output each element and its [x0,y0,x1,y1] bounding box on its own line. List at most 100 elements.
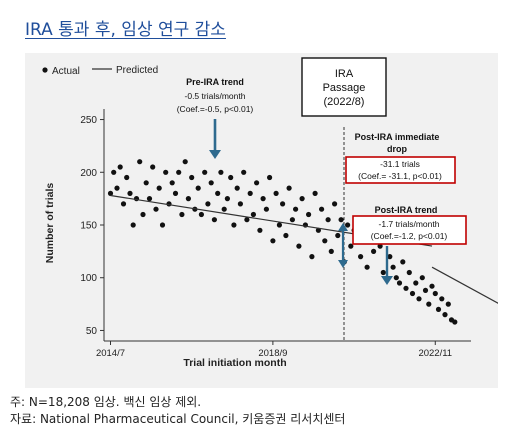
actual-point [150,164,156,170]
actual-point [280,201,286,207]
page-title: IRA 통과 후, 임상 연구 감소 [25,20,226,40]
actual-point [377,243,383,249]
actual-point [328,248,334,254]
ira-passage-frame [301,57,387,117]
actual-point [176,169,182,175]
actual-point [432,290,438,297]
ira-passage-box: IRA Passage (2022/8) [301,57,387,117]
actual-point [312,190,318,196]
actual-point [452,319,458,325]
post-ira-drop-annotation: Post-IRA immediate drop -31.1 trials (Co… [338,132,456,268]
actual-point [358,254,364,260]
ira-passage-line-3: (2022/8) [324,96,365,108]
chart-panel: Actual Predicted 50 100 150 200 250 2014/7 20… [25,53,498,388]
legend-actual-marker [42,67,48,73]
actual-point [140,211,146,218]
actual-point [117,164,123,170]
actual-point [393,275,399,281]
actual-point [276,222,282,228]
actual-point [442,312,448,318]
y-tick-label: 150 [80,221,97,232]
ira-passage-line-2: Passage [323,82,366,94]
actual-point [286,185,292,191]
post-trend-highlight-box [352,215,467,245]
actual-point [306,211,312,218]
y-axis-label: Number of trials [44,183,56,264]
pre-trend-coef: (Coef.=-0.5, p<0.01) [177,104,254,114]
actual-point [120,201,127,207]
actual-point [445,301,451,307]
actual-point [215,190,221,196]
pre-trend-rate: -0.5 trials/month [185,91,246,101]
actual-point [189,174,195,181]
actual-point [416,296,422,302]
predicted-trend-lines [110,194,498,304]
pre-ira-trend-annotation: Pre-IRA trend -0.5 trials/month (Coef.=-… [177,77,254,159]
actual-point [211,217,217,223]
actual-point [296,243,302,249]
actual-point [387,254,393,260]
actual-point [332,201,338,207]
actual-point [247,190,253,196]
actual-point [159,222,166,228]
actual-point [396,280,403,286]
actual-point [426,301,432,307]
actual-point [267,174,273,181]
actual-point [439,296,445,302]
post-ira-trend-annotation: Post-IRA trend -1.7 trials/month (Coef.=… [352,205,467,285]
actual-point [260,196,266,202]
actual-point [254,180,260,186]
notes: 주: N=18,208 임상. 백신 임상 제외. 자료: National P… [10,394,345,428]
actual-point [182,159,188,165]
actual-point [228,174,234,181]
actual-point [202,169,208,175]
actual-point [364,264,370,270]
drop-value: -31.1 trials [380,159,420,169]
post-ira-trend-line [431,266,498,304]
actual-point [257,227,263,233]
y-tick-label: 200 [80,168,97,179]
actual-point [114,185,120,191]
actual-point [244,217,250,223]
source-line: 자료: National Pharmaceutical Council, 키움증… [10,412,346,426]
actual-point [137,159,143,165]
actual-point [163,169,169,175]
actual-point [309,254,315,260]
x-tick-label: 2022/11 [418,348,452,359]
actual-point [409,290,416,297]
ira-passage-line-1: IRA [335,68,354,80]
y-tick-label: 250 [80,115,97,126]
scatter-chart: Actual Predicted 50 100 150 200 250 2014/7 20… [42,57,498,369]
x-tick-label: 2018/9 [258,348,287,359]
legend: Actual Predicted [42,65,158,77]
y-tick-label: 100 [80,273,97,284]
actual-point [124,174,130,181]
actual-point [435,306,442,312]
actual-point [231,222,237,228]
actual-point [289,217,295,223]
actual-point [338,217,344,223]
actual-point [419,275,425,281]
post-trend-arrow-head [381,276,393,285]
actual-point [406,269,412,276]
legend-predicted-label: Predicted [116,65,158,76]
actual-point [195,185,201,191]
actual-point [153,206,159,212]
actual-point [234,185,240,191]
actual-point [371,248,377,254]
actual-point [198,211,204,218]
actual-point [380,269,386,276]
actual-point [273,190,279,196]
y-ticks: 50 100 150 200 250 [80,115,104,337]
actual-point [325,217,331,223]
x-tick-label: 2014/7 [96,348,125,359]
y-tick-label: 50 [86,326,98,337]
post-trend-rate: -1.7 trials/month [379,219,440,229]
actual-point [299,196,305,202]
drop-highlight-box [345,156,456,184]
legend-actual-label: Actual [52,66,80,77]
actual-point [107,190,114,196]
actual-point [422,287,429,293]
post-trend-coef: (Coef.=-1.2, p<0.01) [371,231,448,241]
actual-point [322,238,328,244]
